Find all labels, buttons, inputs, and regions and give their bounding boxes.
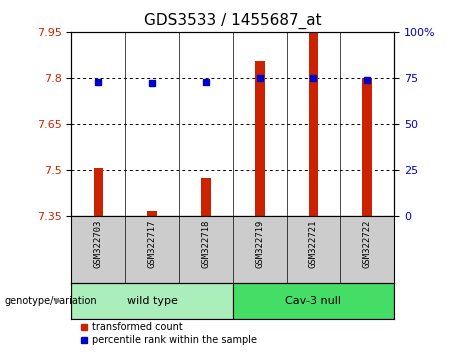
Bar <box>94 169 103 216</box>
Text: genotype/variation: genotype/variation <box>5 296 97 306</box>
Text: GSM322717: GSM322717 <box>148 219 157 268</box>
Bar <box>255 61 265 216</box>
Text: GSM322719: GSM322719 <box>255 219 264 268</box>
Bar <box>71 283 233 319</box>
Text: GSM322718: GSM322718 <box>201 219 210 268</box>
Text: GSM322722: GSM322722 <box>363 219 372 268</box>
Text: Cav-3 null: Cav-3 null <box>285 296 342 306</box>
Text: GSM322721: GSM322721 <box>309 219 318 268</box>
Text: wild type: wild type <box>127 296 177 306</box>
Bar <box>233 283 394 319</box>
Bar <box>148 211 157 216</box>
Bar <box>309 32 318 216</box>
Title: GDS3533 / 1455687_at: GDS3533 / 1455687_at <box>144 13 322 29</box>
Bar <box>201 178 211 216</box>
Text: GSM322703: GSM322703 <box>94 219 103 268</box>
Legend: transformed count, percentile rank within the sample: transformed count, percentile rank withi… <box>77 319 261 349</box>
Bar <box>362 78 372 216</box>
